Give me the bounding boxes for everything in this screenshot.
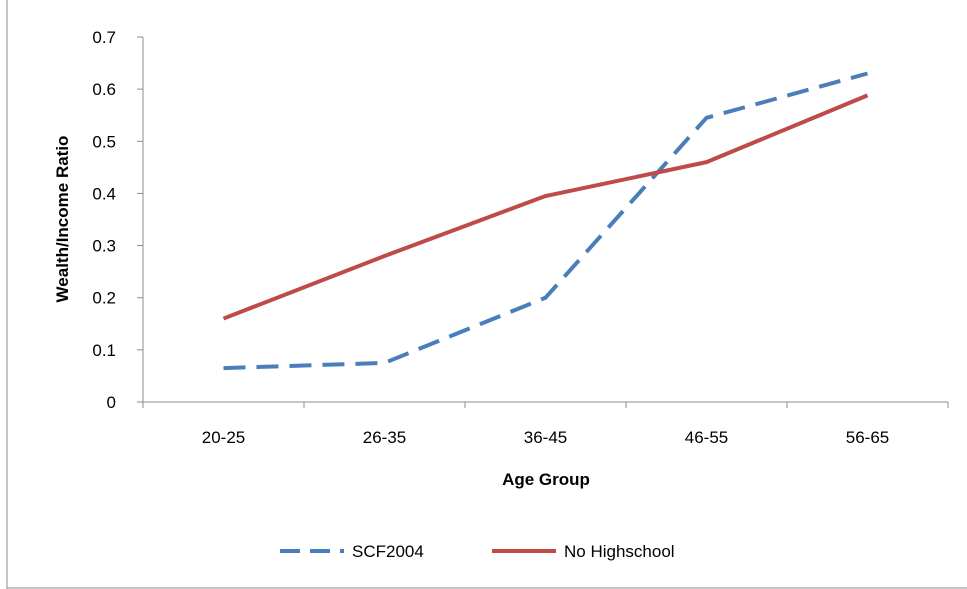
legend-label-scf2004: SCF2004	[352, 542, 424, 561]
y-tick-label: 0.3	[92, 237, 116, 256]
data-point-scf2004	[383, 361, 387, 365]
x-axis: 20-25 26-35 36-45 46-55 56-65	[142, 401, 949, 447]
x-tick-label: 46-55	[685, 428, 728, 447]
x-tick-label: 56-65	[846, 428, 889, 447]
series-line-no-highschool	[222, 93, 869, 321]
series-line-scf2004	[223, 71, 869, 371]
data-point-no-highschool	[705, 160, 709, 164]
y-tick-label: 0.6	[92, 80, 116, 99]
x-tick-label: 26-35	[363, 428, 406, 447]
y-tick-label: 0.5	[92, 132, 116, 151]
y-tick-label: 0.1	[92, 341, 116, 360]
legend-label-no-highschool: No Highschool	[564, 542, 675, 561]
legend: SCF2004 No Highschool	[280, 542, 675, 561]
x-tick-label: 20-25	[202, 428, 245, 447]
data-point-no-highschool	[383, 254, 387, 258]
series-layer	[222, 71, 870, 371]
y-tick-label: 0.4	[92, 184, 116, 203]
data-point-scf2004	[705, 116, 709, 120]
y-axis: 0 0.1 0.2 0.3 0.4 0.5 0.6 0.7	[92, 28, 144, 412]
data-point-scf2004	[866, 72, 870, 76]
data-point-no-highschool	[222, 317, 226, 321]
y-tick-label: 0.2	[92, 289, 116, 308]
data-point-no-highschool	[866, 93, 870, 97]
data-point-scf2004	[222, 366, 226, 370]
x-axis-title: Age Group	[502, 470, 590, 489]
y-tick-label: 0	[107, 393, 116, 412]
data-point-scf2004	[544, 296, 548, 300]
data-point-no-highschool	[544, 194, 548, 198]
y-axis-title: Wealth/Income Ratio	[53, 136, 72, 303]
y-tick-label: 0.7	[92, 28, 116, 47]
x-tick-label: 36-45	[524, 428, 567, 447]
